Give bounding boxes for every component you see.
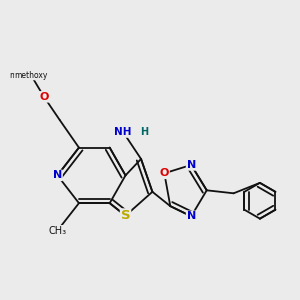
Text: O: O [160, 168, 169, 178]
Text: N: N [53, 170, 62, 180]
Text: methoxy: methoxy [14, 71, 48, 80]
Text: NH: NH [114, 127, 132, 137]
Text: CH₃: CH₃ [48, 226, 67, 236]
Text: S: S [121, 209, 130, 222]
Text: methoxy: methoxy [9, 71, 43, 80]
Text: N: N [187, 160, 196, 170]
Text: H: H [140, 127, 148, 137]
Text: O: O [39, 92, 49, 102]
Text: methyl: methyl [52, 230, 62, 234]
Text: N: N [187, 211, 196, 221]
Text: methoxy: methoxy [25, 65, 37, 69]
